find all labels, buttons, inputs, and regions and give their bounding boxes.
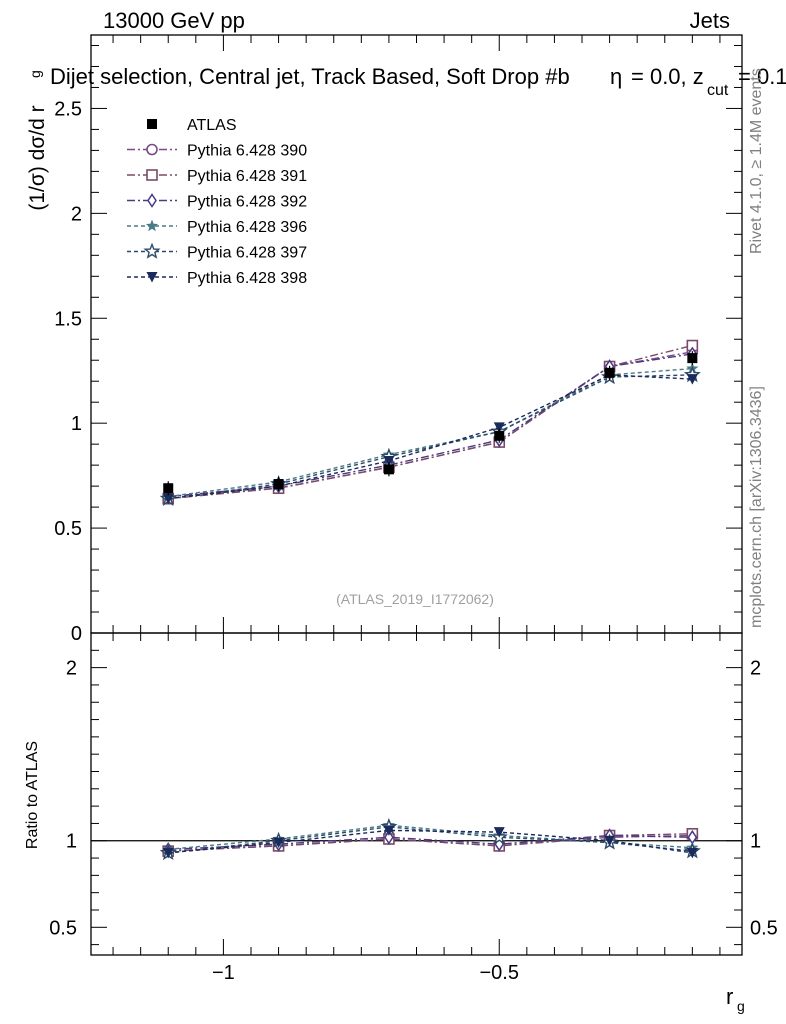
ratio-line-p398 xyxy=(168,829,693,854)
legend-item-p392: Pythia 6.428 392 xyxy=(127,193,307,211)
rivet-label: Rivet 4.1.0, ≥ 1.4M events xyxy=(748,68,765,254)
ratio-y-ticks: 0.5 0.5 1 1 2 2 xyxy=(49,649,778,946)
legend-label: Pythia 6.428 392 xyxy=(187,194,307,211)
ratio-x-ticks: −1 −0.5 xyxy=(112,633,721,984)
ratio-point-p398 xyxy=(493,827,505,838)
ratio-point-p398 xyxy=(162,847,174,859)
mcplots-label: mcplots.cern.ch [arXiv:1306.3436] xyxy=(748,386,765,628)
subtitle-beta: η xyxy=(610,64,622,89)
header-left: 13000 GeV pp xyxy=(103,8,245,33)
ratio-y-tick-label: 0.5 xyxy=(49,917,77,939)
legend-item-p397: Pythia 6.428 397 xyxy=(127,242,307,262)
data-point-atlas xyxy=(383,464,394,475)
main-y-tick-label: 0 xyxy=(71,623,82,645)
ratio-line-p391 xyxy=(168,833,693,852)
legend-item-p396: Pythia 6.428 396 xyxy=(127,219,307,236)
data-point-p398 xyxy=(493,422,505,433)
ratio-y-tick-label: 2 xyxy=(66,658,77,680)
legend-label: Pythia 6.428 391 xyxy=(187,168,307,185)
ratio-point-p398 xyxy=(604,835,616,847)
data-point-p398 xyxy=(383,455,395,467)
legend-label: Pythia 6.428 390 xyxy=(187,143,307,160)
series-atlas xyxy=(163,351,698,496)
ratio-y-label: Ratio to ATLAS xyxy=(24,741,41,849)
x-axis-label-sub: g xyxy=(737,998,745,1014)
ratio-y-tick-label-right: 2 xyxy=(750,658,761,680)
ratio-point-p398 xyxy=(273,837,285,848)
subtitle-sub: cut xyxy=(707,82,729,99)
main-x-ticks xyxy=(112,35,721,633)
legend-item-p390: Pythia 6.428 390 xyxy=(127,143,307,160)
main-series xyxy=(159,339,701,507)
legend-label: ATLAS xyxy=(187,117,237,134)
legend-marker-atlas xyxy=(147,119,157,129)
subtitle-main: Dijet selection, Central jet, Track Base… xyxy=(50,64,570,89)
data-point-atlas xyxy=(494,430,505,441)
main-y-axis-label: (1/σ) dσ/d r g xyxy=(26,70,49,210)
legend-label: Pythia 6.428 396 xyxy=(187,219,307,236)
legend-item-p398: Pythia 6.428 398 xyxy=(127,270,307,287)
main-y-tick-label: 1 xyxy=(71,413,82,435)
series-line-p391 xyxy=(168,344,693,500)
legend-marker-p391 xyxy=(146,169,158,181)
ratio-series xyxy=(159,817,701,861)
ratio-line-p397 xyxy=(168,826,693,854)
series-line-p396 xyxy=(168,367,693,498)
ratio-panel: 0.5 0.5 1 1 2 2 −1 −0.5 xyxy=(49,632,778,984)
ratio-line-p392 xyxy=(168,834,693,851)
ratio-series-p398 xyxy=(162,825,698,859)
main-y-label-sub: g xyxy=(27,70,43,78)
legend-item-p391: Pythia 6.428 391 xyxy=(127,168,307,185)
x-tick-label: −0.5 xyxy=(480,962,519,984)
data-point-p398 xyxy=(686,374,698,385)
header-right: Jets xyxy=(690,8,730,33)
legend-marker-p396 xyxy=(145,219,159,232)
main-y-tick-label: 2.5 xyxy=(54,98,82,120)
legend-label: Pythia 6.428 398 xyxy=(187,270,307,287)
data-point-atlas xyxy=(163,483,174,494)
ratio-point-p392 xyxy=(384,829,394,845)
plot-subtitle: Dijet selection, Central jet, Track Base… xyxy=(50,64,786,99)
main-y-label: (1/σ) dσ/d r xyxy=(26,105,49,210)
series-line-p398 xyxy=(168,374,693,500)
x-tick-label: −1 xyxy=(212,962,235,984)
legend-marker-p392 xyxy=(147,193,157,208)
legend-marker-p398 xyxy=(146,272,158,283)
legend: ATLAS Pythia 6.428 390 Pythia 6.428 391 Pyt… xyxy=(127,117,307,287)
subtitle-end: = 0.1 xyxy=(738,64,786,89)
ratio-point-p398 xyxy=(383,825,395,836)
legend-item-atlas: ATLAS xyxy=(147,117,237,134)
legend-marker-p397 xyxy=(143,242,161,259)
data-point-p398 xyxy=(162,493,174,505)
main-y-tick-label: 2 xyxy=(71,203,82,225)
data-point-atlas xyxy=(687,353,698,364)
main-y-tick-label: 1.5 xyxy=(54,308,82,330)
data-point-atlas xyxy=(604,367,615,378)
main-y-tick-label: 0.5 xyxy=(54,518,82,540)
legend-marker-p390 xyxy=(146,143,158,156)
ratio-y-tick-label: 1 xyxy=(66,831,77,853)
data-point-atlas xyxy=(273,479,284,490)
legend-label: Pythia 6.428 397 xyxy=(187,245,307,262)
ratio-point-p398 xyxy=(686,847,698,859)
x-axis-label: r xyxy=(726,984,733,1009)
main-y-ticks: 0 0.5 1 1.5 2 2.5 xyxy=(54,44,742,645)
analysis-id: (ATLAS_2019_I1772062) xyxy=(336,591,494,607)
subtitle-cont: = 0.0, z xyxy=(631,64,704,89)
ratio-y-tick-label-right: 0.5 xyxy=(750,917,778,939)
ratio-y-tick-label-right: 1 xyxy=(750,831,761,853)
